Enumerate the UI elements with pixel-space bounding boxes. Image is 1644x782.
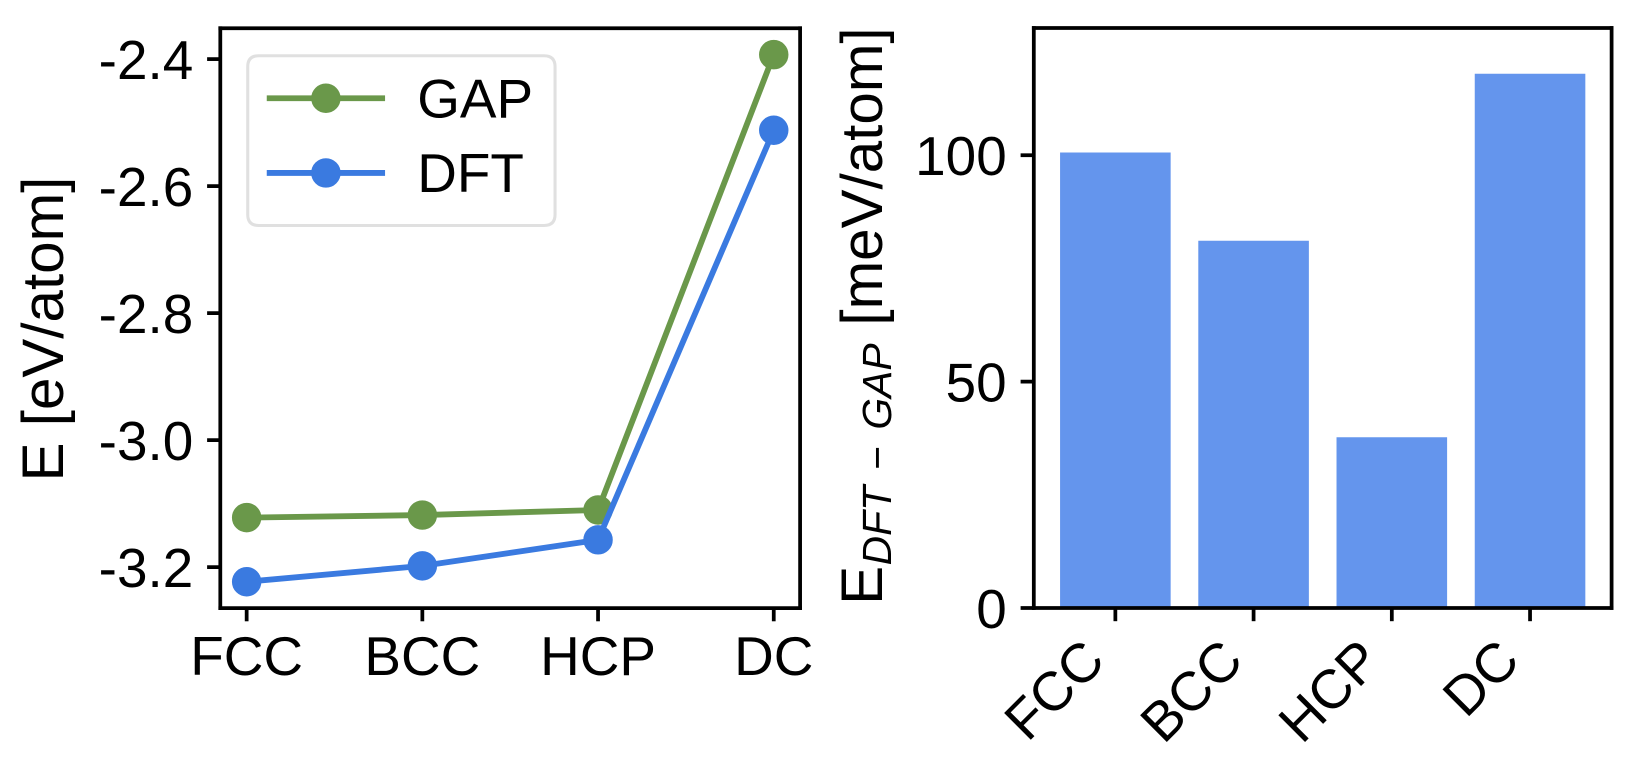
svg-text:100: 100 <box>915 125 1007 187</box>
svg-text:GAP: GAP <box>417 67 533 129</box>
svg-text:E [eV/atom]: E [eV/atom] <box>11 177 76 482</box>
svg-text:-2.6: -2.6 <box>99 156 194 218</box>
svg-text:0: 0 <box>976 578 1007 640</box>
svg-text:HCP: HCP <box>540 625 656 687</box>
svg-text:-3.0: -3.0 <box>99 410 194 472</box>
svg-text:-3.2: -3.2 <box>99 537 194 599</box>
svg-text:-2.4: -2.4 <box>99 29 194 91</box>
svg-text:FCC: FCC <box>190 625 303 687</box>
svg-text:50: 50 <box>946 351 1007 413</box>
svg-text:-2.8: -2.8 <box>99 283 194 345</box>
svg-text:BCC: BCC <box>364 625 480 687</box>
svg-text:DFT: DFT <box>417 142 524 204</box>
svg-text:DC: DC <box>734 625 813 687</box>
svg-text:E [ m: E [ m e V / a t o m ] D F T G A P − <box>830 21 900 605</box>
